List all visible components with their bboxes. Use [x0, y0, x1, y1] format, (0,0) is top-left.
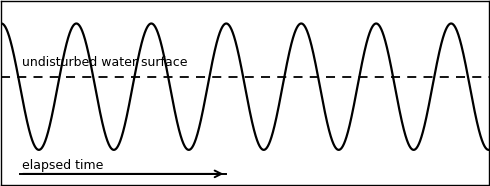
Text: elapsed time: elapsed time: [22, 159, 103, 172]
Text: undisturbed water surface: undisturbed water surface: [22, 56, 188, 69]
